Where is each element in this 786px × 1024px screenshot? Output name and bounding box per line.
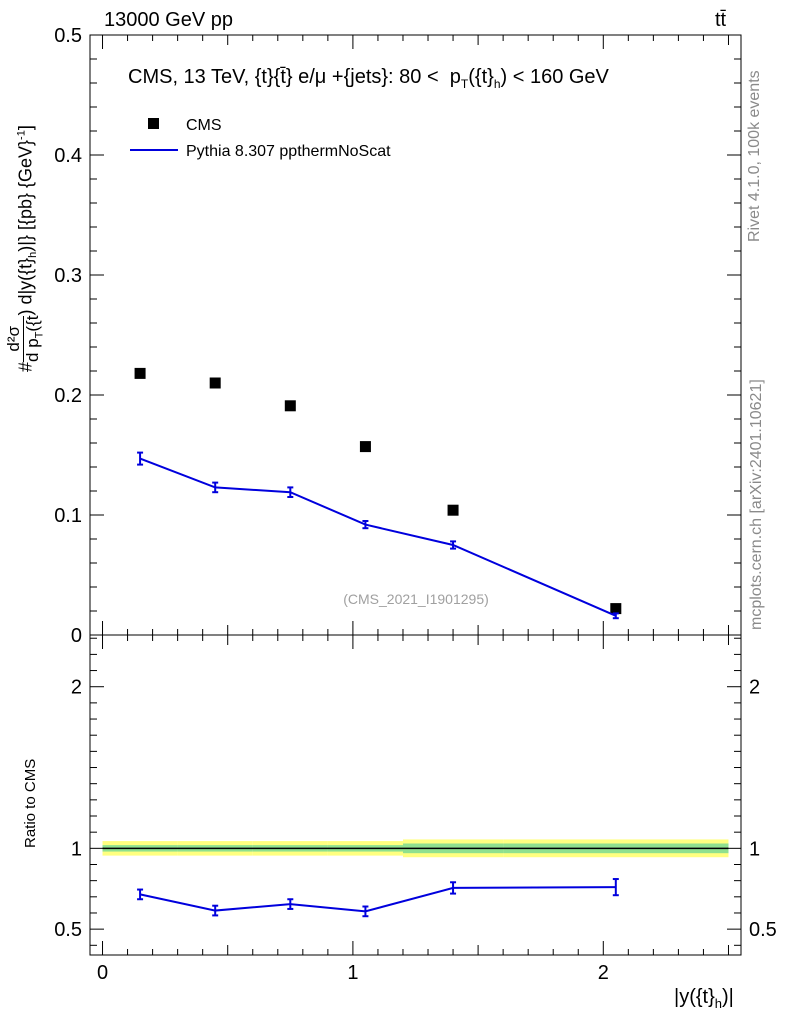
cms-data-point: [284, 400, 296, 412]
plot-frames: [89, 34, 742, 956]
mcplots-label: mcplots.cern.ch [arXiv:2401.10621]: [748, 379, 765, 630]
main-y-tick-label: 0.4: [54, 145, 82, 167]
pythia-line: [139, 457, 617, 617]
legend-cms-label: CMS: [186, 117, 222, 134]
axis-ticks: [90, 34, 741, 955]
watermark: (CMS_2021_I1901295): [343, 591, 489, 607]
ratio-frame: [89, 634, 742, 956]
ratio-y-tick-label: 0.5: [54, 919, 82, 941]
rivet-label: Rivet 4.1.0, 100k events: [746, 70, 763, 242]
cms-data-point: [134, 367, 146, 379]
main-y-tick-label: 0.1: [54, 505, 82, 527]
cms-data-point: [209, 377, 221, 389]
main-y-tick-label: 0.5: [54, 25, 82, 47]
legend: CMS Pythia 8.307 ppthermNoScat: [130, 117, 391, 160]
ratio-line: [139, 886, 616, 913]
main-y-tick-label: 0.3: [54, 265, 82, 287]
ratio-y-tick-label-right: 1: [749, 838, 760, 860]
cms-data-point: [447, 504, 459, 516]
chart-title: CMS, 13 TeV, {t}{t̄} e/μ +{jets}: 80 < p…: [128, 66, 609, 91]
ratio-y-tick-label-right: 0.5: [749, 919, 777, 941]
y-axis-label: # d²σ d pT({t) d|y({t}h)|} [{pb} {GeV}-1]: [4, 125, 46, 372]
cms-data-point: [359, 441, 371, 453]
x-tick-label: 0: [97, 962, 108, 984]
ratio-axis-label: Ratio to CMS: [22, 758, 39, 848]
ratio-y-tick-label: 1: [71, 838, 82, 860]
data-series: [134, 367, 622, 918]
ratio-y-tick-label-right: 2: [749, 677, 760, 699]
legend-cms-marker: [148, 118, 159, 129]
process-label: tt̄: [715, 9, 727, 31]
ratio-y-tick-label: 2: [71, 677, 82, 699]
tick-labels: 0 0.1 0.2 0.3 0.4 0.5 0.5 0.5 1 1 2 2 0 1 2: [54, 25, 777, 984]
legend-pythia-label: Pythia 8.307 ppthermNoScat: [186, 143, 391, 160]
x-tick-label: 1: [347, 962, 358, 984]
main-y-tick-label: 0: [71, 625, 82, 647]
ratio-uncertainty-bands: [102, 839, 729, 858]
x-axis-label: |y({t}h)|: [674, 986, 734, 1011]
main-y-tick-label: 0.2: [54, 385, 82, 407]
energy-label: 13000 GeV pp: [104, 9, 233, 31]
cms-data-point: [610, 603, 622, 615]
x-tick-label: 2: [598, 962, 609, 984]
